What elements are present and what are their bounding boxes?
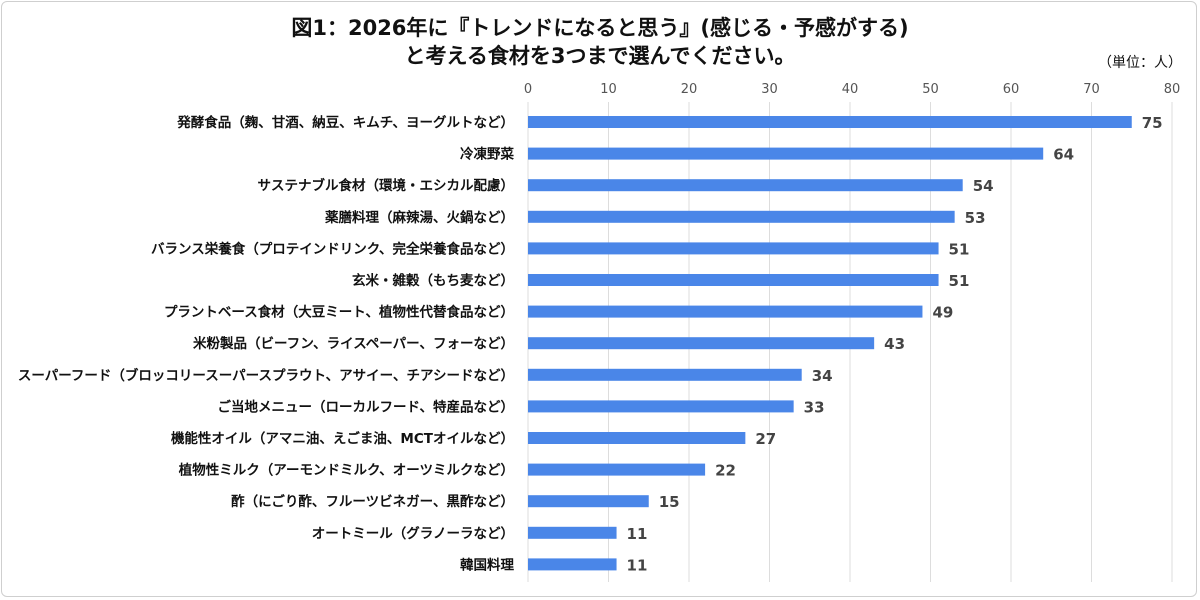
data-label: 54 [973, 177, 994, 195]
bar [528, 147, 1044, 160]
category-label: 酢（にごり酢、フルーツビネガー、黒酢など） [231, 493, 514, 510]
unit-label: （単位：人） [1098, 55, 1182, 71]
bar [528, 116, 1132, 128]
x-tick-label: 70 [1083, 82, 1100, 97]
data-label: 34 [812, 367, 833, 385]
category-label: ご当地メニュー（ローカルフード、特産品など） [218, 398, 514, 415]
category-label: オートミール（グラノーラなど） [312, 525, 514, 542]
category-label: 玄米・雑穀（もち麦など） [352, 272, 514, 289]
bar [528, 242, 939, 255]
bar [528, 337, 875, 350]
x-tick-label: 60 [1003, 82, 1020, 97]
bar [528, 463, 706, 476]
category-label: 韓国料理 [460, 556, 514, 573]
data-label: 43 [884, 335, 905, 353]
bar [528, 210, 955, 223]
chart-title-line-2: と考える食材を3つまで選んでください。 [404, 44, 796, 68]
data-label: 51 [949, 272, 970, 290]
data-label: 15 [659, 493, 680, 511]
x-tick-label: 80 [1164, 82, 1181, 97]
chart-title-line-1: 図1：2026年に『トレンドになると思う』(感じる・予感がする) [291, 16, 909, 40]
data-label: 64 [1053, 146, 1074, 164]
x-tick-label: 0 [524, 82, 532, 97]
category-label: 植物性ミルク（アーモンドミルク、オーツミルクなど） [178, 462, 514, 479]
bar [528, 274, 939, 286]
data-label: 49 [932, 304, 953, 322]
x-tick-label: 40 [842, 82, 859, 97]
x-tick-label: 10 [600, 82, 617, 97]
bar [528, 558, 617, 571]
data-label: 33 [804, 398, 825, 416]
category-label: 発酵食品（麹、甘酒、納豆、キムチ、ヨーグルトなど） [176, 114, 514, 131]
bar [528, 400, 794, 413]
data-label: 75 [1142, 114, 1163, 132]
category-label: プラントベース食材（大豆ミート、植物性代替食品など） [164, 304, 514, 321]
data-label: 53 [965, 209, 986, 227]
bar [528, 432, 746, 444]
category-label: サステナブル食材（環境・エシカル配慮） [258, 177, 515, 194]
bar [528, 368, 802, 381]
data-label: 27 [755, 430, 776, 448]
bar [528, 495, 649, 508]
data-label: 11 [627, 525, 648, 543]
category-label: スーパーフード（ブロッコリースーパースプラウト、アサイー、チアシードなど） [18, 367, 514, 384]
x-tick-label: 20 [681, 82, 698, 97]
bar [528, 305, 923, 318]
category-label: 機能性オイル（アマニ油、えごま油、MCTオイルなど） [171, 430, 514, 447]
category-label: 米粉製品（ビーフン、ライスペーパー、フォーなど） [193, 335, 514, 352]
data-label: 51 [949, 240, 970, 258]
data-label: 22 [715, 462, 736, 480]
bar [528, 526, 617, 539]
x-tick-label: 30 [761, 82, 778, 97]
category-label: 冷凍野菜 [460, 146, 514, 163]
data-label: 11 [627, 556, 648, 574]
bar [528, 179, 963, 192]
category-label: バランス栄養食（プロテインドリンク、完全栄養食品など） [151, 240, 514, 257]
category-label: 薬膳料理（麻辣湯、火鍋など） [325, 209, 514, 226]
x-tick-label: 50 [922, 82, 939, 97]
